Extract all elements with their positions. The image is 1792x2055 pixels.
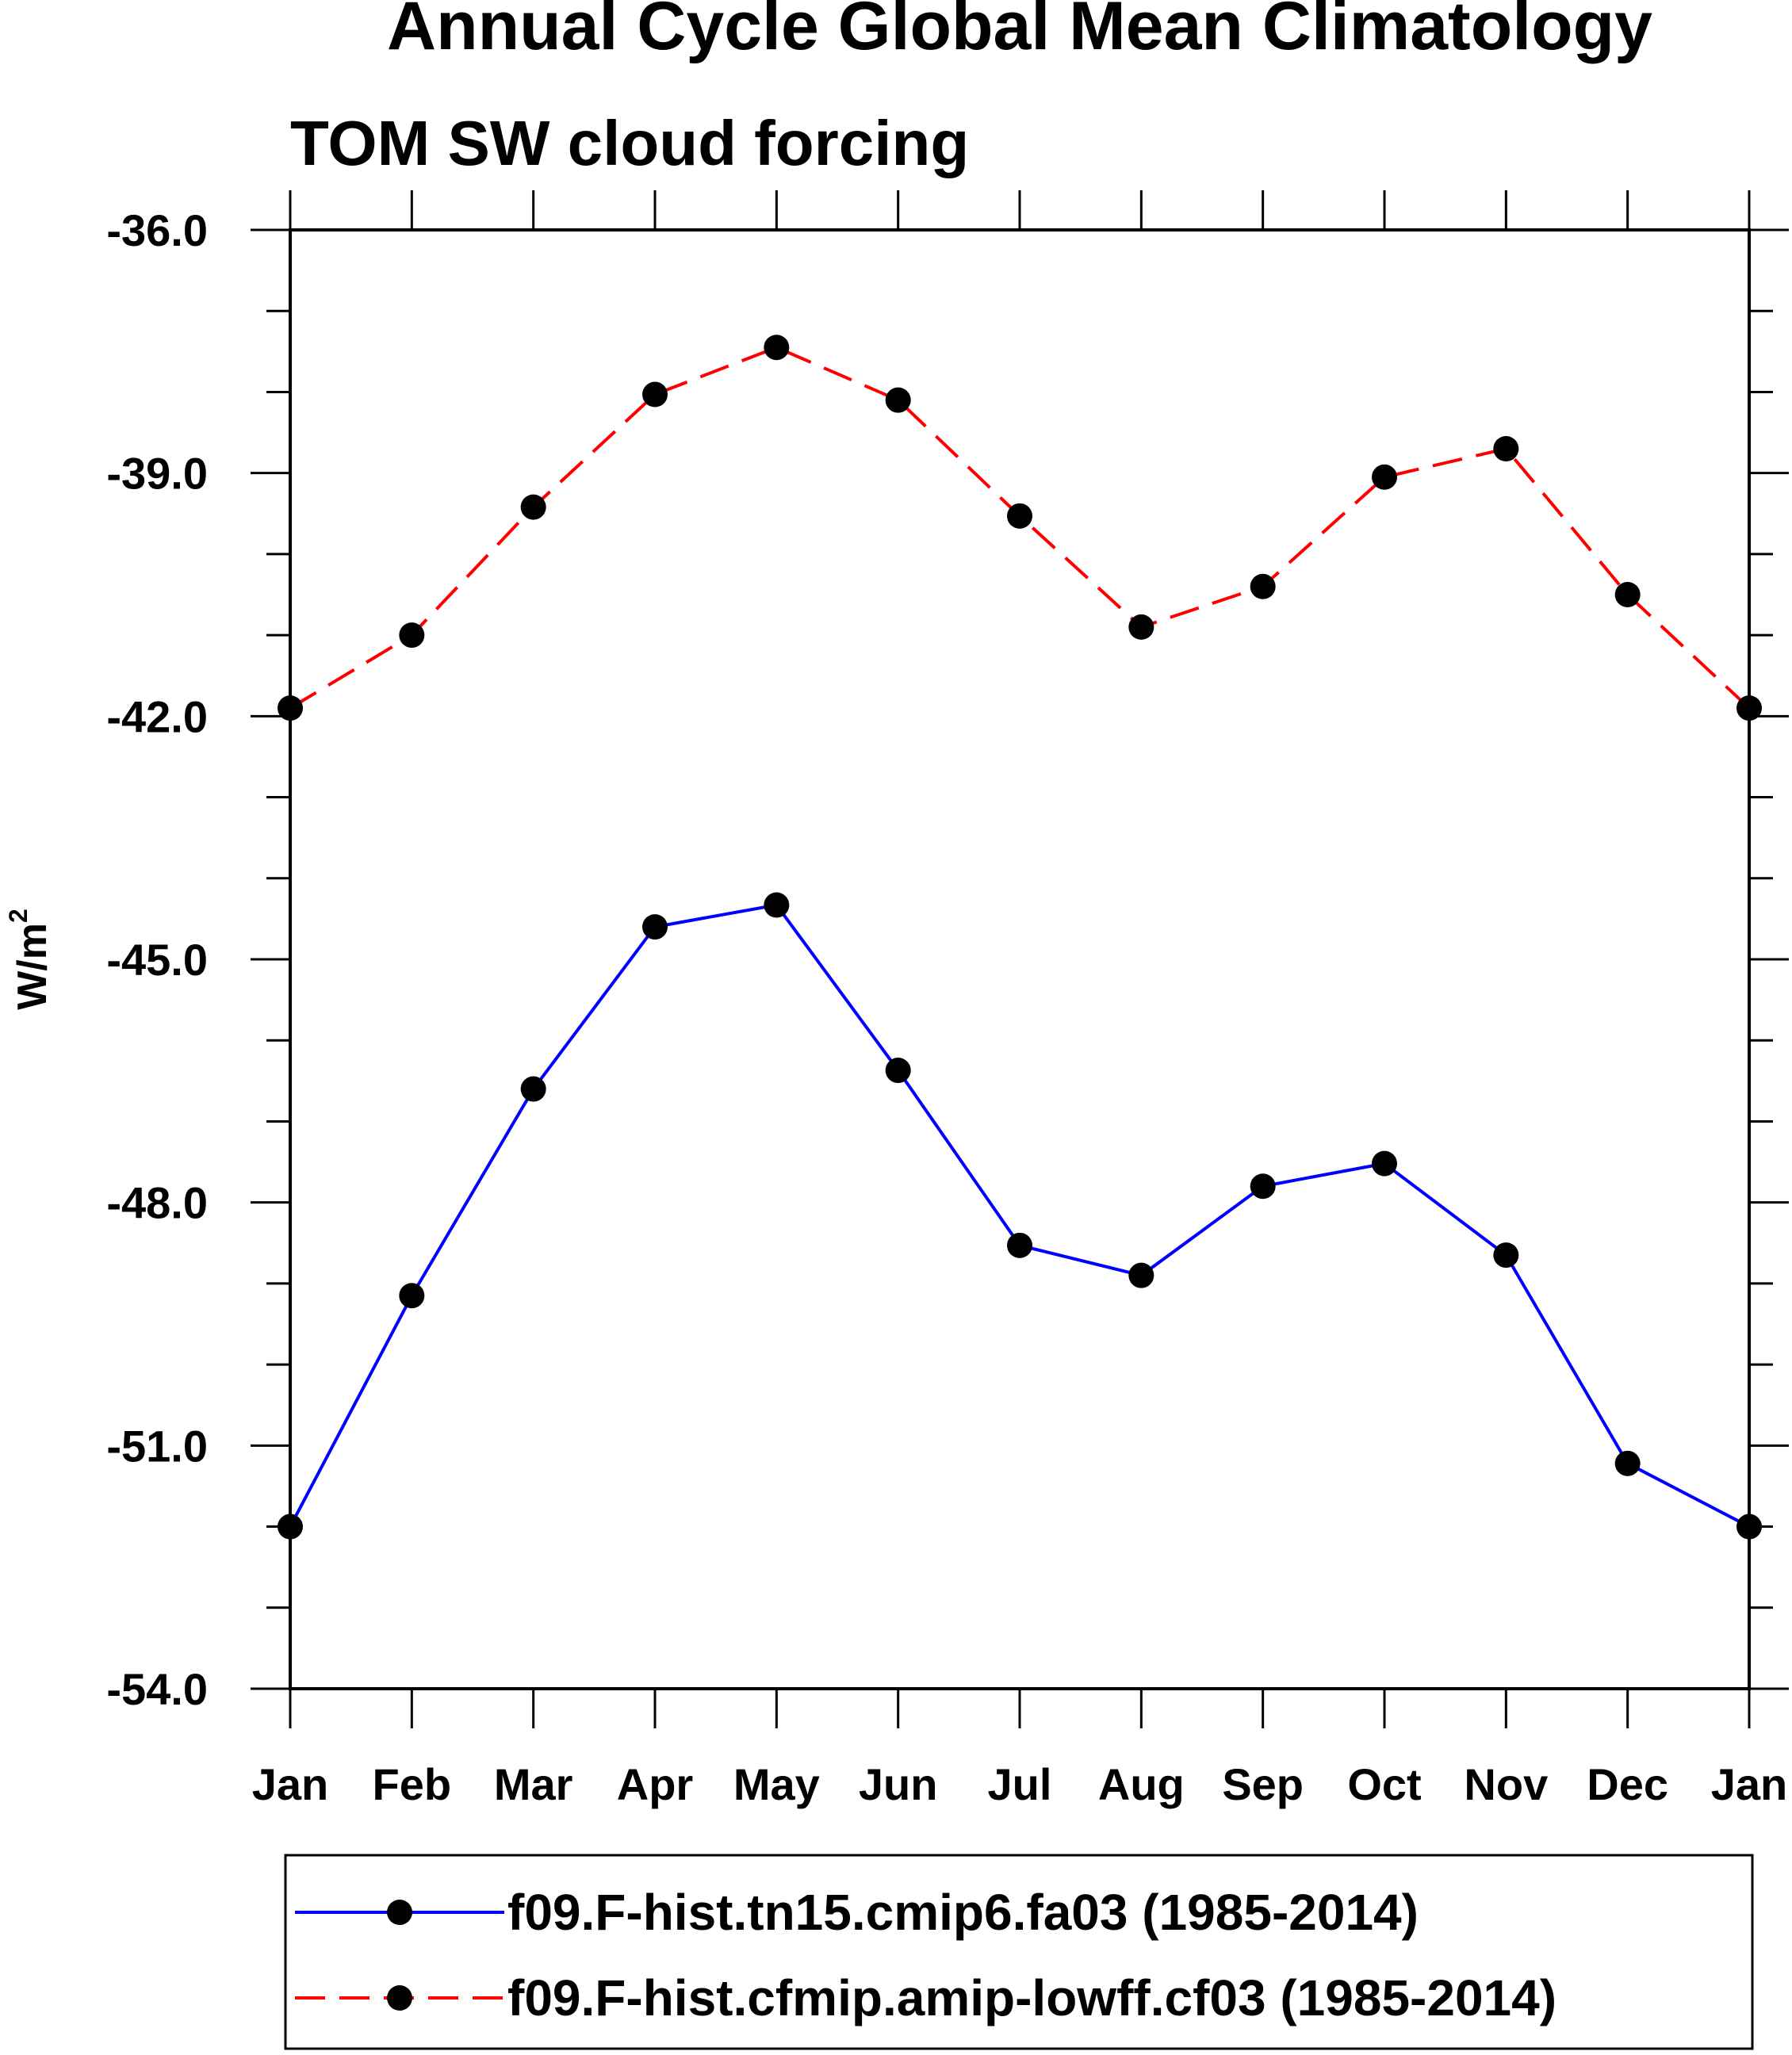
- series-point: [885, 1058, 911, 1084]
- x-tick-label: Feb: [373, 1759, 452, 1809]
- y-tick-label: -39.0: [106, 449, 208, 499]
- series-point: [399, 1283, 425, 1309]
- series-point: [1614, 582, 1641, 607]
- series-point: [1493, 1242, 1519, 1269]
- legend-label: f09.F-hist.cfmip.amip-lowff.cf03 (1985-2…: [507, 1969, 1557, 2026]
- y-tick-label: -51.0: [106, 1421, 208, 1471]
- y-axis-labels: -54.0 -51.0 -48.0 -45.0 -42.0 -39.0 -36.0: [106, 205, 208, 1714]
- series-point: [1128, 1262, 1154, 1288]
- chart-subtitle: TOM SW cloud forcing: [290, 108, 969, 178]
- legend-label: f09.F-hist.tn15.cmip6.fa03 (1985-2014): [507, 1884, 1419, 1941]
- series-layer: [278, 335, 1762, 1540]
- x-axis-labels: Jan Feb Mar Apr May Jun Jul Aug Sep Oct Nov Dec Jan: [252, 1759, 1788, 1809]
- series-line: [289, 903, 1750, 1529]
- x-tick-label: Jul: [988, 1759, 1052, 1809]
- plot-border: [289, 228, 1751, 1690]
- y-tick-label: -36.0: [106, 205, 208, 255]
- x-tick-label: May: [733, 1759, 820, 1809]
- series-point: [520, 494, 546, 520]
- series-point: [1250, 1173, 1276, 1200]
- x-tick-label: Nov: [1464, 1759, 1548, 1809]
- x-tick-label: Jan: [252, 1759, 329, 1809]
- y-axis-label-base: W/m: [10, 923, 56, 1010]
- x-tick-label: Dec: [1587, 1759, 1668, 1809]
- legend: f09.F-hist.tn15.cmip6.fa03 (1985-2014) f0…: [284, 1854, 1754, 2050]
- series-point: [1493, 436, 1519, 461]
- series-point: [764, 892, 790, 918]
- series-point: [885, 387, 911, 413]
- series-point: [1614, 1450, 1641, 1476]
- x-tick-label: Jun: [859, 1759, 938, 1809]
- series-point: [642, 914, 668, 940]
- series-point: [764, 335, 790, 361]
- series-point: [278, 695, 303, 721]
- x-tick-label: Oct: [1347, 1759, 1421, 1809]
- plot-frame: [289, 228, 1751, 1690]
- y-tick-label: -54.0: [106, 1664, 208, 1714]
- x-axis-ticks: [289, 190, 1751, 1728]
- x-tick-label: Aug: [1098, 1759, 1185, 1809]
- series-point: [642, 381, 668, 408]
- x-tick-label: Apr: [617, 1759, 693, 1809]
- y-tick-label: -45.0: [106, 935, 208, 985]
- x-tick-label: Jan: [1711, 1759, 1788, 1809]
- x-tick-label: Mar: [494, 1759, 573, 1809]
- series-point: [1736, 1514, 1762, 1540]
- legend-marker: [387, 1900, 412, 1925]
- y-axis-label-superscript: 2: [4, 909, 33, 923]
- y-tick-label: -48.0: [106, 1178, 208, 1228]
- legend-items: f09.F-hist.tn15.cmip6.fa03 (1985-2014) f0…: [295, 1884, 1557, 2026]
- series-point: [1736, 695, 1762, 721]
- series-point: [520, 1076, 546, 1102]
- series-point: [1007, 1232, 1032, 1258]
- series-point: [278, 1514, 303, 1540]
- series-point: [1372, 1150, 1397, 1177]
- legend-box: [284, 1854, 1754, 2050]
- series-point: [1250, 573, 1276, 599]
- series-point: [1007, 503, 1032, 529]
- y-axis-ticks: [251, 228, 1789, 1690]
- chart-title: Annual Cycle Global Mean Climatology: [387, 0, 1652, 64]
- legend-marker: [387, 1985, 412, 2011]
- x-tick-label: Sep: [1222, 1759, 1304, 1809]
- series-point: [1372, 464, 1397, 490]
- series-point: [399, 622, 425, 649]
- series-point: [1128, 614, 1154, 640]
- y-axis-label: W/m2: [4, 909, 56, 1010]
- y-tick-label: -42.0: [106, 691, 208, 741]
